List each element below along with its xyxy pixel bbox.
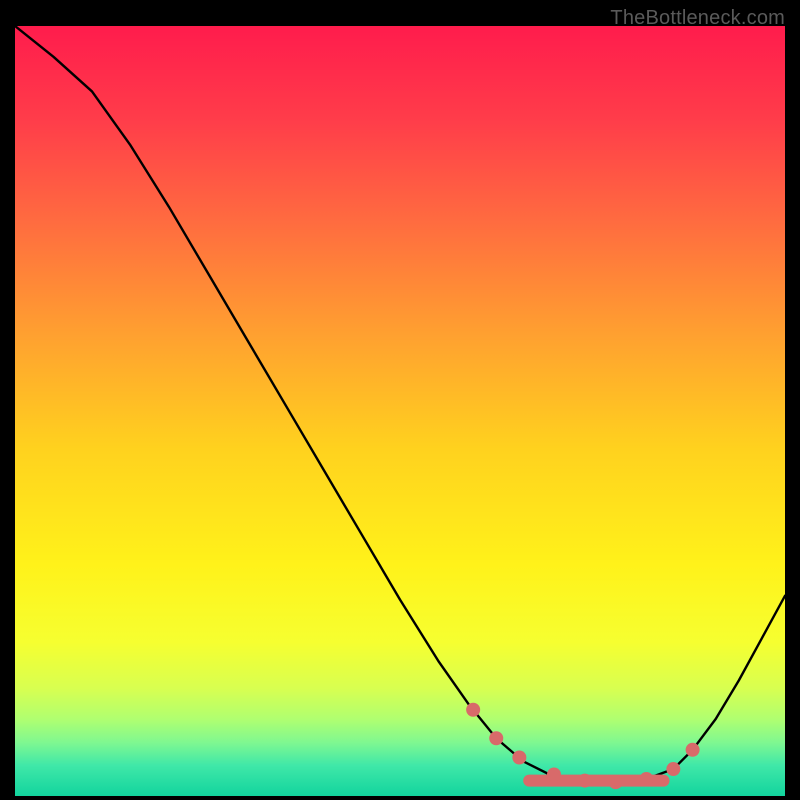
- curve-marker: [547, 767, 561, 781]
- curve-marker: [609, 775, 623, 789]
- curve-marker: [666, 762, 680, 776]
- curve-marker: [489, 731, 503, 745]
- curve-marker: [512, 751, 526, 765]
- curve-marker: [686, 743, 700, 757]
- curve-marker: [578, 774, 592, 788]
- curve-marker: [466, 703, 480, 717]
- curve-marker: [639, 772, 653, 786]
- bottleneck-chart: [15, 26, 785, 796]
- chart-container: [15, 26, 785, 796]
- gradient-background: [15, 26, 785, 796]
